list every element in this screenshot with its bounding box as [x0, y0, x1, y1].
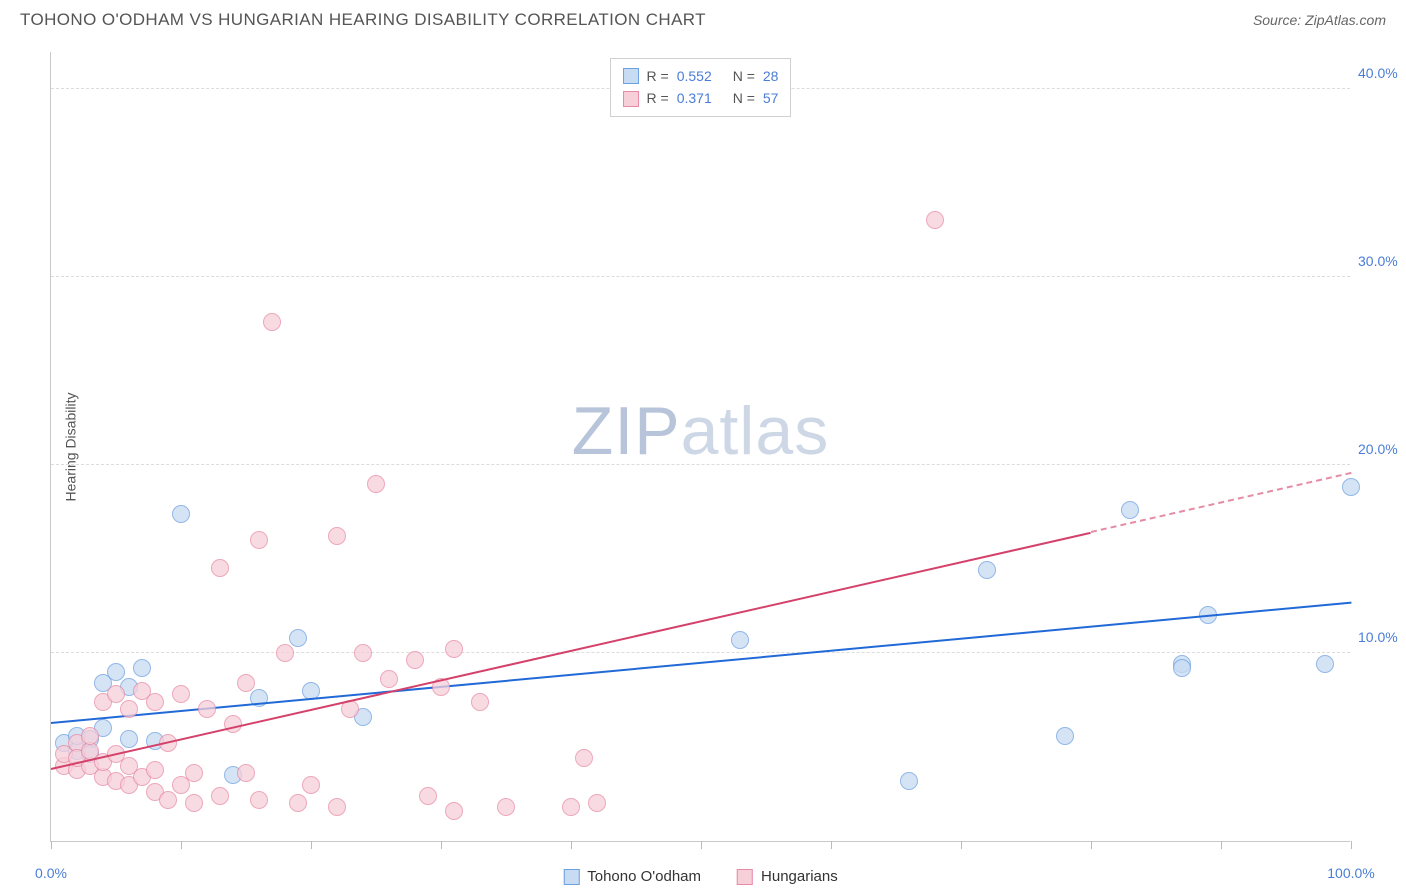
data-point	[289, 629, 307, 647]
x-tick	[961, 841, 962, 849]
data-point	[211, 787, 229, 805]
legend-label: Tohono O'odham	[587, 868, 701, 885]
data-point	[107, 685, 125, 703]
data-point	[978, 561, 996, 579]
data-point	[211, 559, 229, 577]
data-point	[81, 727, 99, 745]
data-point	[172, 685, 190, 703]
x-tick	[831, 841, 832, 849]
data-point	[185, 764, 203, 782]
data-point	[1121, 501, 1139, 519]
data-point	[146, 761, 164, 779]
x-tick	[441, 841, 442, 849]
legend-item: Hungarians	[737, 868, 838, 885]
x-tick-label: 0.0%	[35, 865, 67, 881]
x-tick-label: 100.0%	[1327, 865, 1374, 881]
gridline	[51, 652, 1350, 653]
data-point	[445, 640, 463, 658]
x-tick	[181, 841, 182, 849]
x-tick	[1221, 841, 1222, 849]
data-point	[562, 798, 580, 816]
legend-swatch	[737, 869, 753, 885]
data-point	[263, 313, 281, 331]
r-value: 0.552	[677, 65, 725, 87]
n-value: 57	[763, 87, 779, 109]
source-label: Source: ZipAtlas.com	[1253, 12, 1386, 28]
watermark: ZIPatlas	[572, 392, 829, 470]
data-point	[926, 211, 944, 229]
legend-label: Hungarians	[761, 868, 838, 885]
data-point	[1316, 655, 1334, 673]
data-point	[172, 505, 190, 523]
n-value: 28	[763, 65, 779, 87]
n-label: N =	[733, 65, 755, 87]
data-point	[588, 794, 606, 812]
data-point	[1173, 659, 1191, 677]
data-point	[120, 730, 138, 748]
chart-container: Hearing Disability ZIPatlas R =0.552N =2…	[50, 52, 1390, 842]
data-point	[146, 693, 164, 711]
x-tick	[701, 841, 702, 849]
legend-item: Tohono O'odham	[563, 868, 701, 885]
legend-swatch	[623, 91, 639, 107]
x-tick	[571, 841, 572, 849]
data-point	[302, 776, 320, 794]
x-tick	[51, 841, 52, 849]
n-label: N =	[733, 87, 755, 109]
data-point	[276, 644, 294, 662]
data-point	[107, 663, 125, 681]
data-point	[471, 693, 489, 711]
r-label: R =	[647, 87, 669, 109]
data-point	[198, 700, 216, 718]
data-point	[354, 644, 372, 662]
data-point	[380, 670, 398, 688]
data-point	[120, 700, 138, 718]
data-point	[731, 631, 749, 649]
data-point	[419, 787, 437, 805]
legend-series: Tohono O'odham Hungarians	[563, 868, 838, 885]
x-tick	[311, 841, 312, 849]
data-point	[250, 791, 268, 809]
data-point	[497, 798, 515, 816]
data-point	[237, 764, 255, 782]
data-point	[445, 802, 463, 820]
chart-title: TOHONO O'ODHAM VS HUNGARIAN HEARING DISA…	[20, 10, 706, 30]
gridline	[51, 276, 1350, 277]
trend-line	[51, 531, 1091, 769]
data-point	[328, 798, 346, 816]
data-point	[133, 659, 151, 677]
y-tick-label: 20.0%	[1358, 441, 1406, 457]
x-tick	[1351, 841, 1352, 849]
data-point	[159, 791, 177, 809]
legend-row: R = 0.371 N = 57	[623, 87, 779, 109]
data-point	[237, 674, 255, 692]
legend-swatch	[623, 68, 639, 84]
data-point	[1342, 478, 1360, 496]
data-point	[328, 527, 346, 545]
y-tick-label: 10.0%	[1358, 629, 1406, 645]
legend-row: R = 0.552 N = 28	[623, 65, 779, 87]
data-point	[250, 531, 268, 549]
plot-area: ZIPatlas R =0.552N =28R =0.371N =57 Toho…	[50, 52, 1350, 842]
x-tick	[1091, 841, 1092, 849]
data-point	[1056, 727, 1074, 745]
legend-swatch	[563, 869, 579, 885]
legend-correlation: R = 0.552 N = 28 R = 0.371 N = 57	[610, 58, 792, 117]
gridline	[51, 464, 1350, 465]
y-tick-label: 40.0%	[1358, 65, 1406, 81]
data-point	[575, 749, 593, 767]
r-value: 0.371	[677, 87, 725, 109]
data-point	[185, 794, 203, 812]
data-point	[289, 794, 307, 812]
y-tick-label: 30.0%	[1358, 253, 1406, 269]
data-point	[367, 475, 385, 493]
data-point	[900, 772, 918, 790]
data-point	[406, 651, 424, 669]
r-label: R =	[647, 65, 669, 87]
